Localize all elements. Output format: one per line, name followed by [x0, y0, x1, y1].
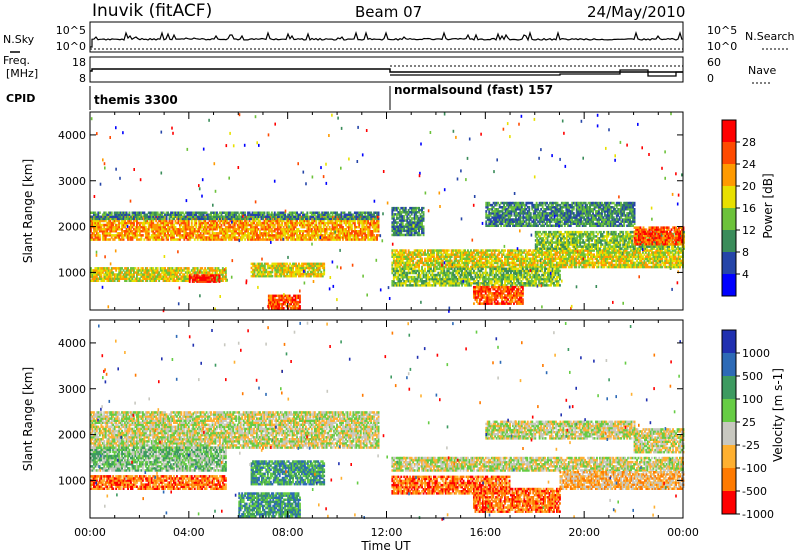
heat-cell-4	[271, 275, 273, 278]
cpid-label: CPID	[6, 92, 35, 105]
nsky-label: N.Sky	[3, 33, 35, 46]
freq-trace-step	[390, 70, 683, 76]
heat-cell-1	[129, 212, 131, 215]
heat-cell-5	[283, 307, 285, 310]
heat-cell-0	[99, 234, 101, 237]
heat-cell-1	[244, 212, 246, 215]
heat-cell-6	[405, 249, 407, 252]
heat-cell-3	[219, 274, 221, 277]
heat-cell-0	[142, 234, 144, 237]
heat-cell-6	[421, 258, 423, 261]
heat-cell-1	[264, 212, 266, 215]
heat-cell-2	[188, 267, 190, 270]
heat-cell-0	[378, 234, 380, 237]
nave-tick-low: 0	[707, 72, 714, 85]
freq-trace	[90, 69, 683, 72]
nsky-tick-low: 10^0	[56, 40, 86, 53]
cpid-program-2: normalsound (fast) 157	[394, 83, 553, 97]
heat-cell-5	[299, 295, 301, 298]
heat-cell-1	[111, 212, 113, 215]
nsky-trace	[90, 33, 682, 47]
freq-label: Freq.	[3, 54, 30, 67]
nsky-panel-frame	[90, 22, 683, 52]
heat-cell-5	[299, 305, 301, 308]
freq-tick-low: 8	[79, 72, 86, 85]
nsearch-tick-high: 10^5	[707, 24, 737, 37]
heat-cell-1	[306, 212, 308, 215]
heat-cell-6	[424, 249, 426, 252]
heat-cell-2	[157, 267, 159, 270]
heat-cell-1	[378, 212, 380, 215]
nave-label: Nave	[748, 64, 776, 77]
date-title: 24/May/2010	[587, 3, 685, 21]
heat-cell-6	[504, 249, 506, 252]
nave-tick-high: 60	[707, 56, 721, 69]
heat-cell-6	[448, 249, 450, 252]
nsearch-label: N.Search	[745, 30, 795, 43]
cpid-program-1: themis 3300	[94, 93, 178, 107]
nsky-tick-high: 10^5	[56, 24, 86, 37]
beam-title: Beam 07	[355, 3, 422, 21]
power-heatmap	[90, 112, 685, 313]
station-title: Inuvik (fitACF)	[92, 1, 212, 21]
heat-cell-4	[323, 263, 325, 266]
freq-unit-label: [MHz]	[6, 67, 38, 80]
heat-cell-1	[99, 212, 101, 215]
nsearch-tick-low: 10^0	[707, 40, 737, 53]
freq-tick-high: 18	[72, 56, 86, 69]
